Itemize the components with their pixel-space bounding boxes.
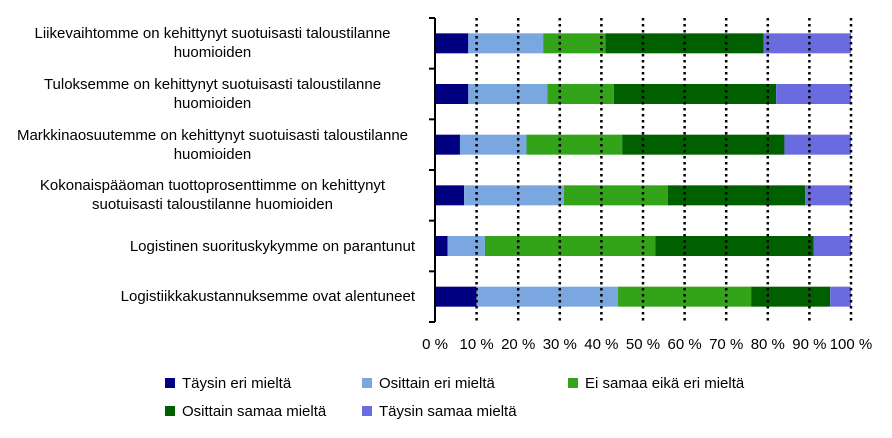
category-text: Markkinaosuutemme on kehittynyt suotuisa… — [16, 126, 409, 163]
x-tick-label: 10 % — [459, 336, 493, 353]
bar-segment — [435, 286, 477, 307]
legend-label: Täysin eri mieltä — [182, 375, 292, 392]
x-tick-label: 100 % — [830, 336, 873, 353]
category-text: Logistiikkakustannuksemme ovat alentunee… — [120, 288, 415, 306]
bar-segment — [435, 236, 448, 256]
bar-segment — [435, 185, 465, 206]
category-text: Logistinen suorituskykymme on parantunut — [129, 237, 415, 255]
legend-swatch — [165, 378, 175, 388]
legend-swatch — [362, 406, 372, 416]
category-text: Liikevaihtomme on kehittynyt suotuisasti… — [34, 25, 391, 62]
bar-segment — [435, 84, 469, 104]
bar-segment — [622, 134, 785, 155]
legend-label: Osittain samaa mieltä — [182, 403, 327, 420]
legend-label: Osittain eri mieltä — [379, 375, 496, 392]
bar-segment — [813, 236, 851, 256]
legend-label: Ei samaa eikä eri mieltä — [585, 375, 745, 392]
bar-segment — [547, 84, 614, 104]
x-tick-label: 20 % — [501, 336, 535, 353]
category-label: Logistinen suorituskykymme on parantunut — [0, 237, 415, 256]
bar-segment — [655, 236, 814, 256]
bar-segment — [751, 286, 831, 307]
category-label: Logistiikkakustannuksemme ovat alentunee… — [0, 287, 415, 306]
category-label: Tuloksemme on kehittynyt suotuisasti tal… — [0, 75, 415, 113]
x-tick-label: 60 % — [667, 336, 701, 353]
bar-segment — [435, 33, 469, 54]
bar-segment — [526, 134, 623, 155]
x-tick-label: 90 % — [792, 336, 826, 353]
bar-segment — [830, 286, 851, 307]
x-tick-label: 70 % — [709, 336, 743, 353]
bar-segment — [667, 185, 806, 206]
legend-swatch — [165, 406, 175, 416]
category-label: Kokonaispääoman tuottoprosenttimme on ke… — [0, 176, 415, 214]
category-label: Liikevaihtomme on kehittynyt suotuisasti… — [0, 24, 415, 62]
bar-segment — [468, 84, 548, 104]
x-tick-label: 0 % — [422, 336, 448, 353]
bar-segment — [464, 185, 564, 206]
bar-segment — [613, 84, 777, 104]
category-label: Markkinaosuutemme on kehittynyt suotuisa… — [0, 126, 415, 164]
category-text: Tuloksemme on kehittynyt suotuisasti tal… — [43, 76, 382, 112]
x-tick-label: 30 % — [543, 336, 577, 353]
x-tick-label: 40 % — [584, 336, 618, 353]
bar-segment — [784, 134, 851, 155]
bar-segment — [763, 33, 851, 54]
legend-swatch — [568, 378, 578, 388]
x-tick-label: 80 % — [751, 336, 785, 353]
bar-segment — [468, 33, 544, 54]
bar-segment — [805, 185, 851, 206]
bar-segment — [447, 236, 485, 256]
bar-segment — [543, 33, 606, 54]
bar-segment — [435, 134, 460, 155]
bar-segment — [484, 236, 656, 256]
bar-segment — [563, 185, 668, 206]
bar-segment — [459, 134, 527, 155]
bar-segment — [618, 286, 752, 307]
bar-segment — [476, 286, 619, 307]
legend-label: Täysin samaa mieltä — [379, 403, 517, 420]
category-text: Kokonaispääoman tuottoprosenttimme on ke… — [39, 177, 386, 214]
x-tick-label: 50 % — [626, 336, 660, 353]
bar-segment — [776, 84, 851, 104]
legend-swatch — [362, 378, 372, 388]
